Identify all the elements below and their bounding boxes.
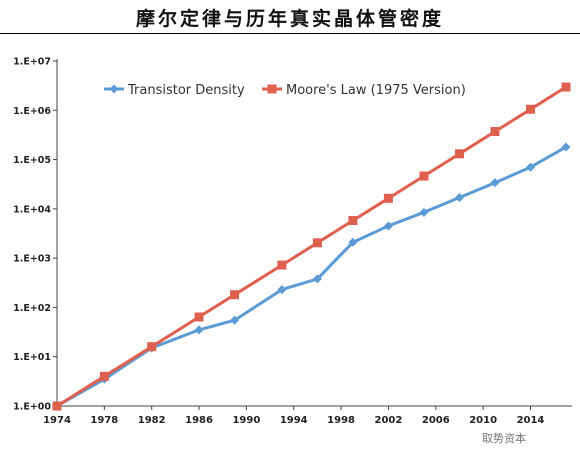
transistor-density-point	[525, 162, 535, 172]
x-tick-label: 1974	[43, 415, 71, 426]
moores-law-point	[312, 238, 322, 248]
transistor-density-point	[561, 142, 571, 152]
moores-law-point	[525, 104, 535, 114]
title-divider	[0, 33, 580, 34]
transistor-density-point	[383, 221, 393, 231]
transistor-density-point	[490, 178, 500, 188]
moores-law-point	[277, 260, 287, 270]
chart-title: 摩尔定律与历年真实晶体管密度	[135, 8, 444, 30]
transistor-density-point	[194, 325, 204, 335]
moores-law-point	[194, 312, 204, 322]
transistor-density-point	[230, 315, 240, 325]
x-tick-label: 1998	[327, 415, 355, 426]
moores-law-point	[383, 193, 393, 203]
y-tick-label: 1.E+02	[13, 303, 51, 314]
moores-law-point	[490, 127, 500, 137]
moores-law-point	[348, 216, 358, 226]
y-tick-label: 1.E+03	[13, 254, 51, 265]
series-line-moores-law	[55, 85, 568, 408]
moores-law-point	[419, 171, 429, 181]
moores-law-point	[147, 342, 157, 352]
legend-moores-law-label: Moore's Law (1975 Version)	[286, 83, 466, 98]
legend-transistor-density-label: Transistor Density	[127, 83, 245, 98]
moores-law-point	[561, 82, 571, 92]
y-tick-label: 1.E+00	[13, 402, 51, 413]
moores-law-point	[52, 401, 62, 411]
moores-law-point	[99, 371, 109, 381]
y-tick-label: 1.E+05	[13, 155, 51, 166]
transistor-density-point	[454, 192, 464, 202]
y-tick-label: 1.E+07	[13, 57, 51, 68]
x-tick-label: 1994	[280, 415, 308, 426]
watermark-text: 取势资本	[482, 432, 526, 445]
x-tick-label: 1986	[185, 415, 213, 426]
y-tick-label: 1.E+06	[13, 106, 51, 117]
legend-moores-law-marker	[267, 84, 277, 94]
transistor-density-point	[312, 274, 322, 284]
x-tick-label: 2006	[422, 415, 450, 426]
x-tick-label: 2010	[469, 415, 497, 426]
moores-law-point	[230, 290, 240, 300]
legend-transistor-density-marker	[109, 84, 119, 94]
series-line-transistor-density	[55, 145, 568, 408]
transistor-density-point	[277, 285, 287, 295]
x-tick-label: 2014	[517, 415, 545, 426]
y-tick-label: 1.E+04	[13, 204, 51, 215]
x-tick-label: 1982	[138, 415, 166, 426]
transistor-density-point	[348, 237, 358, 247]
x-tick-label: 2002	[375, 415, 403, 426]
transistor-density-point	[419, 207, 429, 217]
x-tick-label: 1990	[232, 415, 260, 426]
x-tick-label: 1978	[90, 415, 118, 426]
y-tick-label: 1.E+01	[13, 352, 51, 363]
moores-law-point	[454, 149, 464, 159]
